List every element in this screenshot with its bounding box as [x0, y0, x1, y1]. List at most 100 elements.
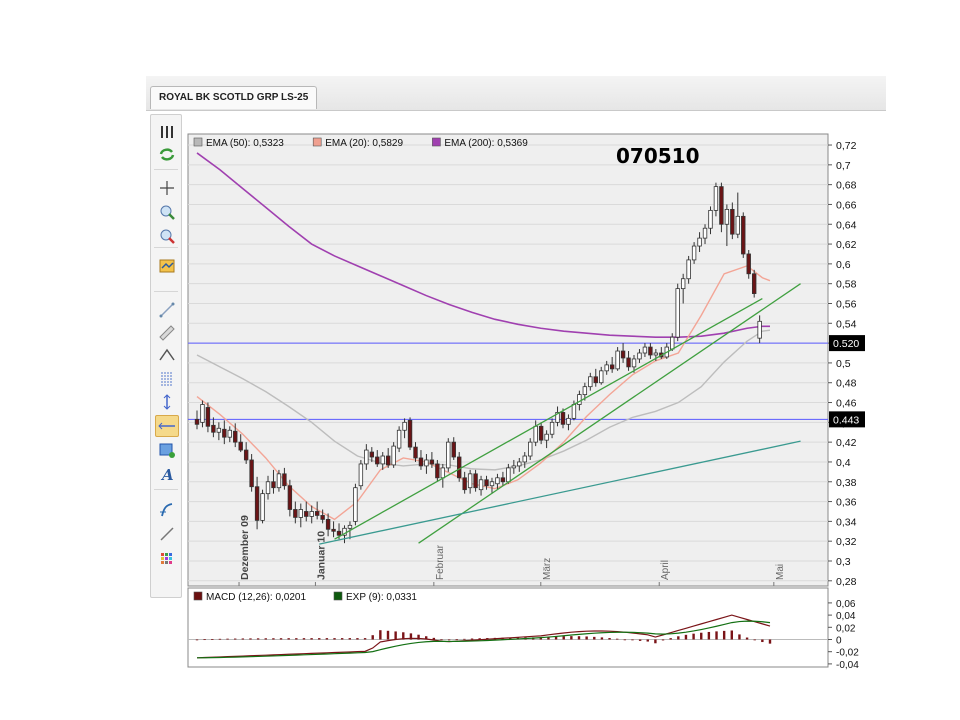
candle-body	[238, 441, 243, 451]
macd-histogram-bar	[310, 638, 313, 640]
candle-body	[331, 528, 336, 532]
y-tick-label: 0,58	[836, 279, 857, 291]
rectangle-tool-button[interactable]	[155, 439, 179, 461]
y-tick-label: 0,48	[836, 378, 857, 390]
candle-body	[670, 336, 675, 350]
price-tag	[829, 411, 865, 428]
y-tick-label: 0,34	[836, 516, 857, 528]
bars-button[interactable]	[155, 121, 179, 143]
candle-body	[418, 457, 424, 467]
macd-histogram-bar	[340, 638, 344, 640]
macd-y-tick-label: 0	[836, 636, 842, 647]
macd-histogram-bar	[379, 630, 382, 640]
candle-body	[451, 441, 456, 458]
y-tick-label: 0,66	[836, 199, 857, 211]
macd-histogram-bar	[440, 639, 443, 641]
price-tag	[829, 335, 865, 352]
candle-body	[369, 451, 375, 458]
refresh-button[interactable]	[155, 143, 179, 165]
candle-body	[599, 370, 604, 384]
candle-body	[691, 245, 697, 261]
macd-histogram-bar	[348, 638, 351, 640]
zoom-in-button[interactable]	[155, 201, 179, 223]
macd-histogram-bar	[616, 638, 619, 640]
macd-legend-label: EXP (9): 0,0331	[346, 592, 417, 603]
y-tick-label: 0,3	[836, 556, 851, 568]
candle-body	[375, 456, 380, 465]
candle-body	[555, 412, 560, 423]
candle-body	[522, 455, 527, 463]
candle-body	[391, 445, 396, 466]
candle-body	[719, 186, 724, 225]
crosshair-button[interactable]	[155, 177, 179, 199]
fibonacci-button[interactable]	[155, 367, 179, 389]
tab-royal-bk[interactable]: ROYAL BK SCOTLD GRP LS-25	[150, 86, 318, 109]
horizontal-line-icon	[158, 422, 175, 430]
y-tick-label: 0,56	[836, 298, 857, 310]
refresh-icon	[159, 148, 175, 161]
vertical-line-button[interactable]	[155, 391, 179, 413]
macd-histogram-bar	[295, 638, 298, 640]
candle-body	[457, 456, 462, 479]
macd-histogram-bar	[264, 638, 267, 640]
macd-histogram-bar	[432, 637, 436, 640]
legend-label: EMA (50): 0,5323	[206, 138, 284, 149]
candle-body	[735, 215, 740, 235]
palette-button[interactable]	[155, 547, 179, 569]
trend-arrow-button[interactable]	[155, 523, 179, 545]
candle-body	[385, 455, 391, 466]
fibonacci-icon	[161, 372, 173, 386]
candle-body	[342, 527, 347, 536]
x-tick-label: März	[542, 558, 553, 580]
legend-label: EMA (20): 0,5829	[325, 138, 403, 149]
macd-histogram-bar	[768, 639, 772, 644]
indicator-button[interactable]	[155, 255, 179, 277]
macd-y-tick-label: -0,04	[836, 660, 859, 671]
macd-y-tick-label: 0,04	[836, 611, 856, 622]
macd-histogram-bar	[631, 639, 634, 641]
candle-body	[615, 350, 620, 370]
macd-histogram-bar	[455, 639, 458, 641]
candle-body	[282, 473, 287, 487]
ruler-button[interactable]	[155, 321, 179, 343]
macd-histogram-bar	[272, 638, 275, 640]
svg-text:A: A	[160, 466, 174, 484]
macd-histogram-bar	[249, 638, 252, 640]
legend-swatch	[193, 137, 203, 147]
candle-body	[713, 186, 719, 211]
macd-histogram-bar	[684, 634, 688, 640]
macd-histogram-bar	[447, 639, 451, 641]
candle-body	[506, 467, 511, 483]
candle-body	[271, 481, 276, 489]
candle-body	[467, 473, 473, 489]
legend-label: EMA (200): 0,5369	[444, 138, 528, 149]
candle-body	[304, 511, 309, 517]
line-tool-button[interactable]	[155, 299, 179, 321]
ema-20-line	[196, 265, 771, 521]
main-plot-area	[187, 133, 829, 587]
drawing-toolbar: A	[150, 114, 182, 598]
ema-50-line	[196, 329, 771, 471]
macd-histogram-bar	[509, 637, 512, 640]
candle-body	[544, 433, 549, 441]
candle-body	[222, 428, 227, 438]
macd-histogram-bar	[402, 632, 405, 640]
macd-histogram-bar	[195, 639, 199, 641]
candle-body	[227, 429, 232, 438]
curve-tool-button[interactable]	[155, 343, 179, 365]
text-tool-icon: A	[160, 466, 174, 484]
y-tick-label: 0,28	[836, 576, 857, 588]
text-tool-button[interactable]: A	[155, 463, 179, 485]
candle-body	[730, 208, 735, 235]
zoom-out-button[interactable]	[155, 225, 179, 247]
candle-body	[538, 425, 544, 441]
macd-histogram-bar	[562, 636, 565, 640]
legend-swatch	[432, 137, 441, 147]
cycle-tool-button[interactable]	[155, 499, 179, 521]
macd-histogram-bar	[700, 632, 703, 640]
candle-body	[582, 386, 588, 396]
horizontal-line-button[interactable]	[155, 415, 179, 437]
cycle-tool-icon	[160, 503, 173, 517]
macd-histogram-bar	[409, 633, 413, 640]
macd-histogram-bar	[593, 636, 596, 640]
